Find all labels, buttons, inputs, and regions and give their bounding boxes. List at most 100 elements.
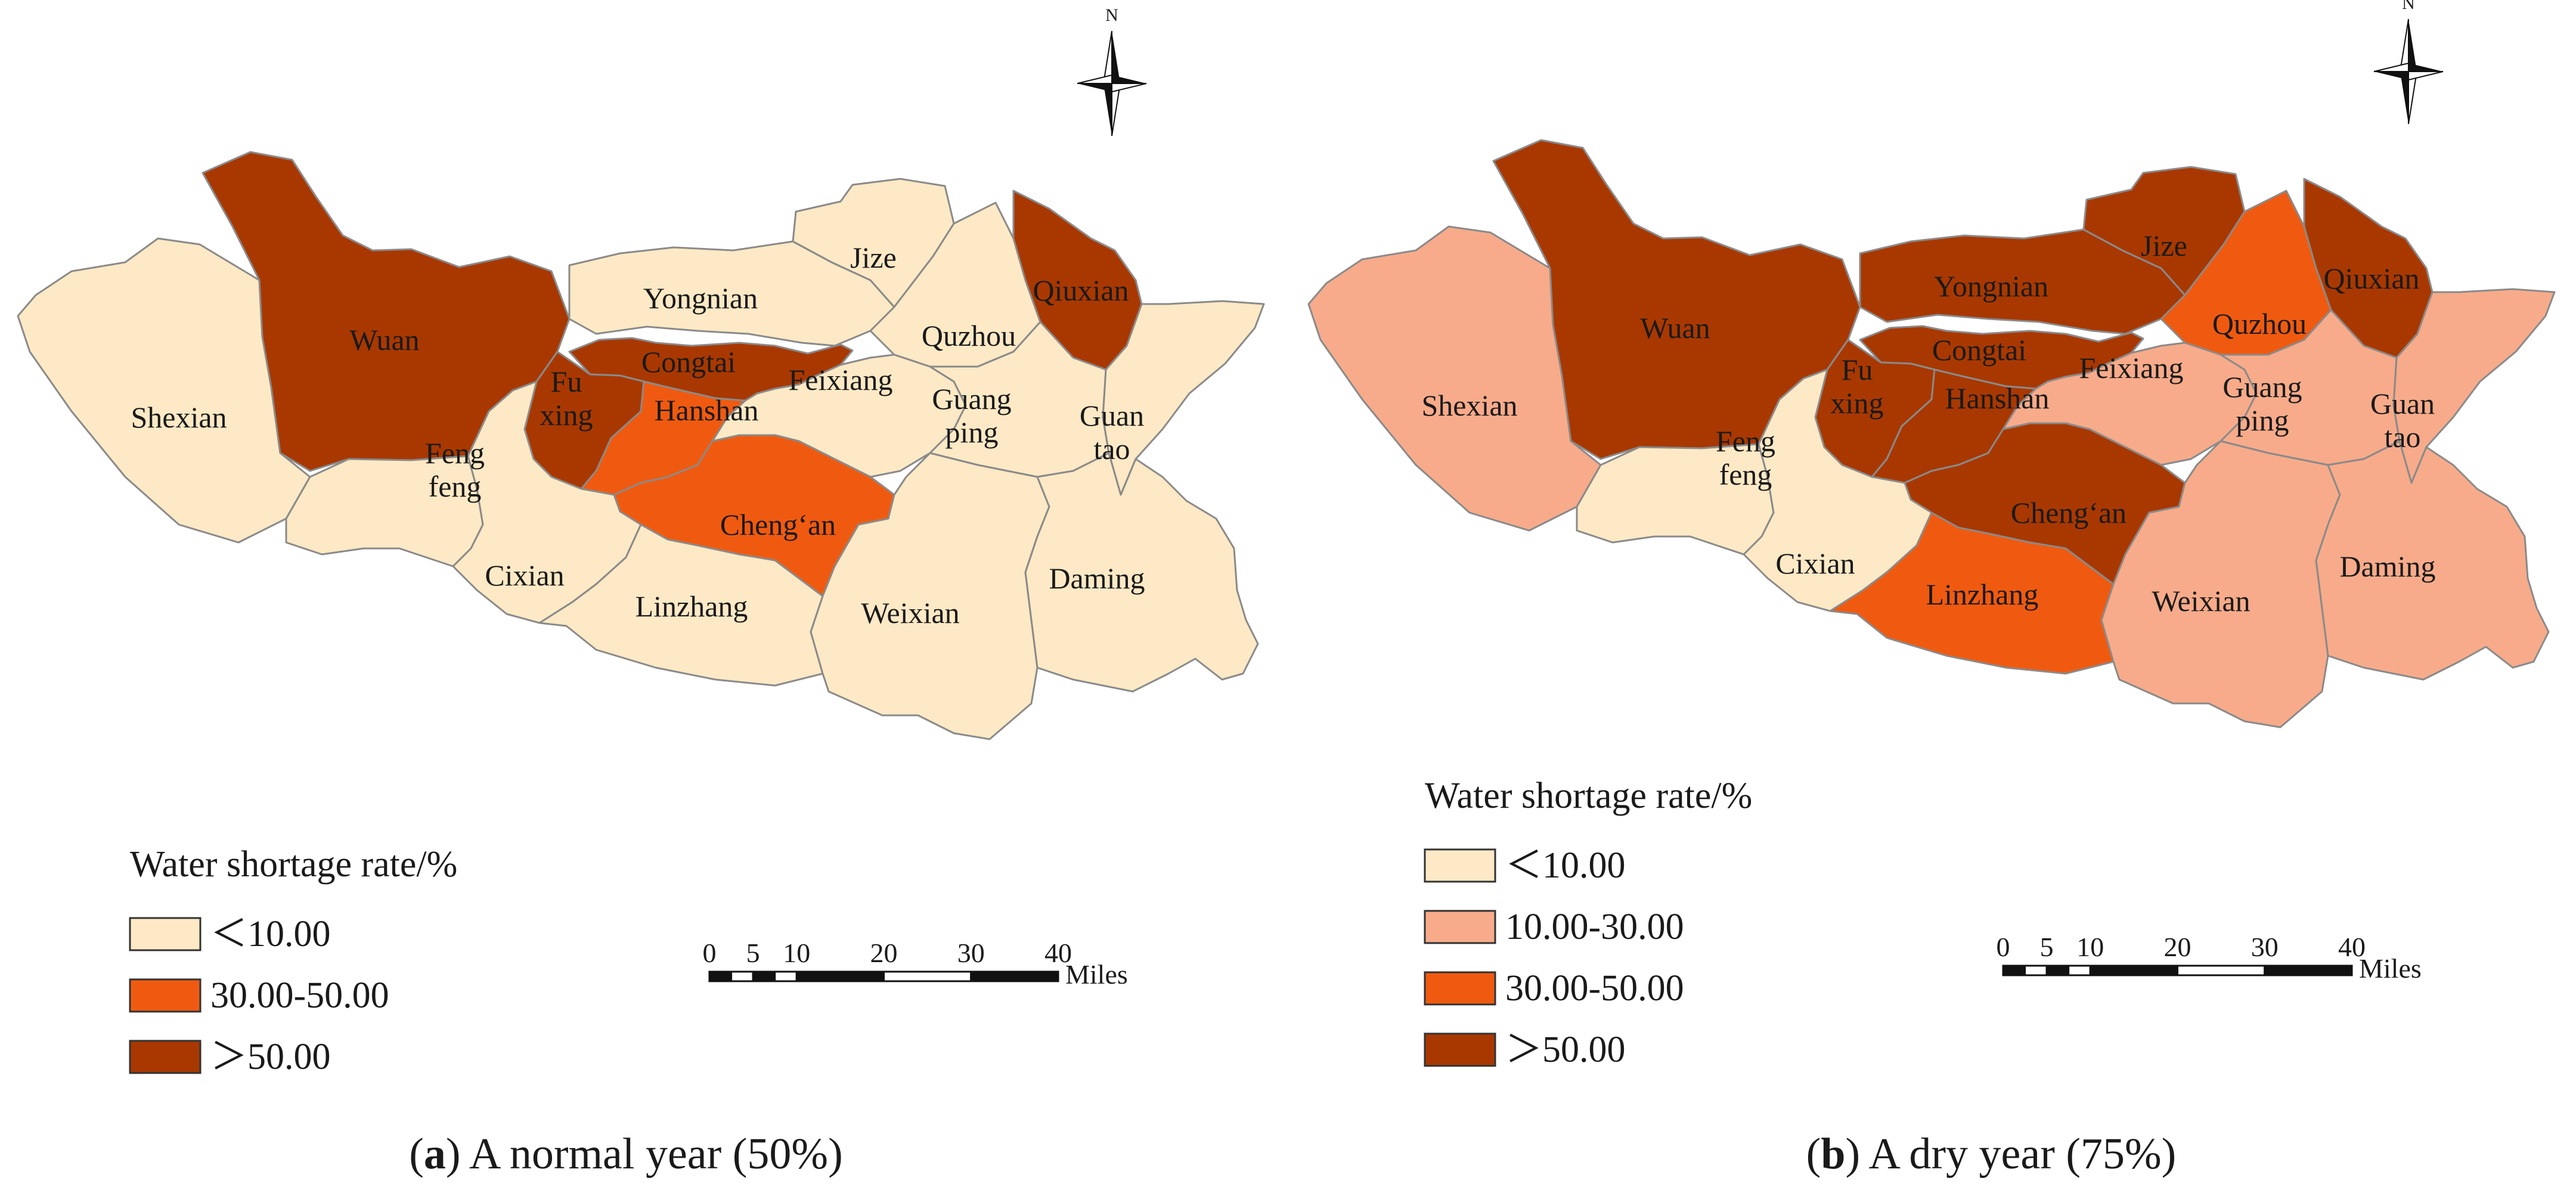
north-arrow-icon: N xyxy=(1077,5,1147,137)
region-label-qiuxian: Qiuxian xyxy=(2323,262,2419,295)
region-label-guantao: Guan xyxy=(2370,387,2435,420)
scale-tick-label: 30 xyxy=(957,938,985,968)
scale-tick-label: 20 xyxy=(2164,932,2191,962)
scale-bar-segment xyxy=(752,970,776,982)
legend: Water shortage rate/% ＜10.00 30.00-50.00 ＞5… xyxy=(129,844,457,1077)
region-label-guangping: ping xyxy=(2236,404,2289,437)
scale-bar-segment xyxy=(2089,965,2178,976)
region-label-linzhang: Linzhang xyxy=(1926,578,2039,611)
legend-swatch xyxy=(1424,848,1496,883)
compass-needle xyxy=(2400,72,2408,124)
region-label-fengfeng: feng xyxy=(429,470,482,503)
scale-tick-label: 5 xyxy=(2040,932,2054,962)
scale-bar-segment xyxy=(2264,965,2353,976)
compass-needle xyxy=(1077,83,1112,92)
region-label-yongnian: Yongnian xyxy=(643,281,758,315)
region-label-feixiang: Feixiang xyxy=(2079,351,2184,384)
region-label-shexian: Shexian xyxy=(131,401,227,434)
region-label-fengfeng: Feng xyxy=(1716,424,1775,458)
region-label-guantao: tao xyxy=(1093,432,1130,466)
region-label-guangping: ping xyxy=(946,415,999,449)
region-label-wuan: Wuan xyxy=(1640,311,1710,345)
region-label-jize: Jize xyxy=(850,241,897,274)
scale-bar-segment xyxy=(2002,965,2026,976)
panel-caption: (a) A normal year (50%) xyxy=(409,1130,842,1179)
legend-swatch xyxy=(129,978,202,1013)
region-label-linzhang: Linzhang xyxy=(636,590,748,623)
region-label-hanshan: Hanshan xyxy=(655,393,759,427)
map-panel-a: Shexian Wuan Yongnian Jize Quzhou Qiuxian Cong… xyxy=(17,151,1265,740)
region-label-weixian: Weixian xyxy=(861,596,959,629)
region-weixian xyxy=(810,452,1050,740)
legend-title: Water shortage rate/% xyxy=(1425,776,1752,816)
scale-bar-segment xyxy=(730,970,754,982)
region-label-guantao: Guan xyxy=(1080,399,1144,432)
region-shexian xyxy=(17,237,311,544)
scale-tick-label: 40 xyxy=(1044,938,1072,968)
legend-label: 30.00-50.00 xyxy=(1505,968,1684,1009)
scale-tick-label: 10 xyxy=(783,938,810,968)
region-label-fengfeng: feng xyxy=(1719,458,1772,491)
legend-label: 30.00-50.00 xyxy=(210,975,389,1016)
scale-tick-label: 5 xyxy=(746,938,760,968)
scale-bar-segment xyxy=(2067,965,2091,976)
region-label-guantao: tao xyxy=(2384,420,2420,454)
legend-swatch xyxy=(1424,910,1496,944)
region-label-guangping: Guang xyxy=(2222,370,2302,404)
region-label-daming: Daming xyxy=(1049,562,1145,595)
scale-tick-label: 0 xyxy=(703,938,717,968)
caption-text: ) A dry year (75%) xyxy=(1845,1130,2176,1179)
region-linzhang xyxy=(538,523,824,687)
region-label-fuxing: xing xyxy=(540,398,593,432)
scale-tick-label: 10 xyxy=(2076,932,2104,962)
caption-paren: ( xyxy=(409,1130,424,1179)
region-label-guangping: Guang xyxy=(932,382,1011,415)
scale-bar-segment xyxy=(708,970,733,982)
legend-swatch xyxy=(1424,1032,1496,1067)
region-label-feixiang: Feixiang xyxy=(789,363,893,396)
scale-tick-label: 0 xyxy=(1997,932,2010,962)
legend-swatch xyxy=(1424,971,1496,1006)
region-label-cheng-an: Cheng‘an xyxy=(2011,496,2126,529)
scale-bar-segment xyxy=(795,970,885,982)
region-linzhang xyxy=(1829,511,2115,675)
scale-bar-segment xyxy=(2045,965,2070,976)
region-label-yongnian: Yongnian xyxy=(1934,269,2048,303)
region-label-fengfeng: Feng xyxy=(425,436,485,470)
legend-label: ＞50.00 xyxy=(1505,1029,1626,1070)
compass-needle xyxy=(2374,72,2408,80)
scale-bar-segment xyxy=(970,970,1059,982)
region-label-fuxing: Fu xyxy=(1842,353,1873,386)
scale-bar-segment xyxy=(2177,965,2266,976)
region-label-fuxing: xing xyxy=(1831,386,1884,420)
region-label-hanshan: Hanshan xyxy=(1945,382,2050,415)
region-label-cheng-an: Cheng‘an xyxy=(720,508,836,541)
map-panel-b: Shexian Wuan Yongnian Jize Quzhou Qiuxian Cong… xyxy=(1307,139,2556,728)
region-daming xyxy=(2315,440,2550,681)
region-guantao xyxy=(2392,288,2556,484)
region-label-quzhou: Quzhou xyxy=(922,319,1016,352)
scale-tick-label: 30 xyxy=(2251,932,2279,962)
region-label-wuan: Wuan xyxy=(349,323,419,356)
scale-bar-segment xyxy=(774,970,798,982)
region-weixian xyxy=(2100,440,2341,728)
caption-paren: ( xyxy=(1806,1130,1821,1179)
scale-unit-label: Miles xyxy=(2359,953,2422,984)
region-label-jize: Jize xyxy=(2141,229,2187,262)
caption-letter: a xyxy=(424,1130,446,1179)
region-label-fuxing: Fu xyxy=(551,365,582,398)
compass-needle xyxy=(1103,83,1112,136)
legend-label: ＞50.00 xyxy=(210,1037,331,1077)
scale-bar-segment xyxy=(883,970,972,982)
legend: Water shortage rate/% ＜10.00 10.00-30.00 30… xyxy=(1424,776,1752,1070)
caption-text: ) A normal year (50%) xyxy=(446,1130,843,1179)
region-label-congtai: Congtai xyxy=(1932,333,2026,367)
legend-label: ＜10.00 xyxy=(1505,845,1626,886)
legend-swatch xyxy=(129,917,202,951)
region-label-daming: Daming xyxy=(2339,550,2435,583)
compass-needle xyxy=(2373,62,2409,72)
region-guantao xyxy=(1102,300,1265,496)
legend-label: 10.00-30.00 xyxy=(1505,907,1684,947)
